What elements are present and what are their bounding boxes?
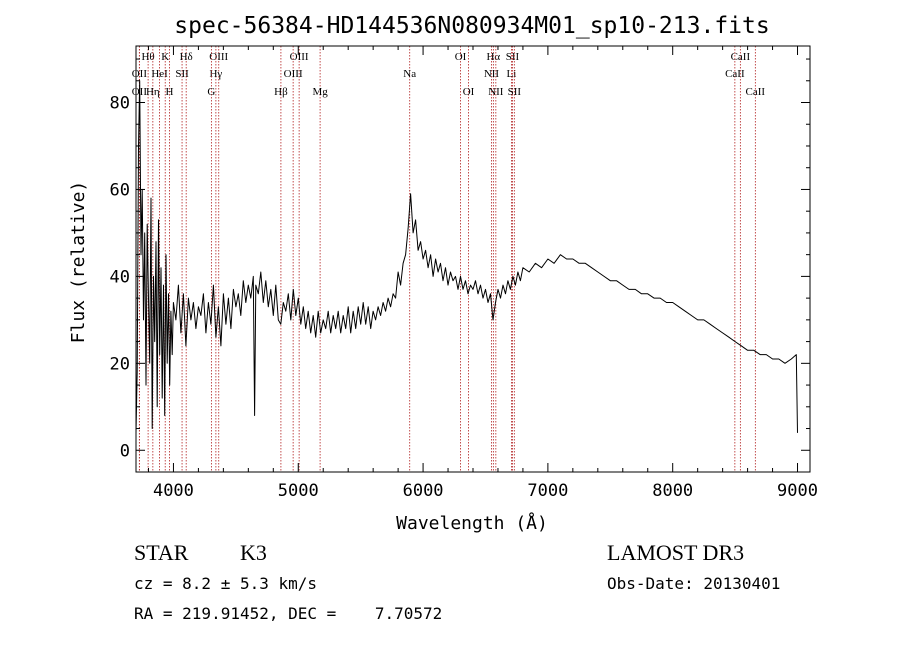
line-marker-label: G: [207, 86, 215, 98]
line-marker-label: Hη: [146, 86, 160, 98]
line-marker-label: OIII: [284, 68, 303, 80]
x-tick-label: 6000: [403, 481, 444, 501]
line-marker-label: CaII: [746, 86, 766, 98]
x-tick-label: 7000: [527, 481, 568, 501]
x-axis-label: Wavelength (Å): [396, 512, 548, 534]
chart-title: spec-56384-HD144536N080934M01_sp10-213.f…: [174, 13, 769, 39]
line-marker-label: Hβ: [274, 86, 288, 98]
line-marker-label: OIII: [290, 51, 309, 63]
axes: 4000 5000 6000 7000 8000 9000 0 20 40 60 80: [110, 46, 818, 501]
line-marker-label: Hθ: [141, 51, 154, 63]
coordinates-text: RA = 219.91452, DEC = 7.70572: [134, 604, 443, 623]
line-marker-label: K: [161, 51, 169, 63]
line-marker-label: OIII: [209, 51, 228, 63]
spectrum-line: [135, 80, 798, 433]
line-marker-label: NII: [488, 86, 504, 98]
spectrum-series: [135, 80, 798, 433]
line-marker-label: SII: [175, 68, 189, 80]
line-marker-label: H: [165, 86, 173, 98]
x-tick-label: 4000: [153, 481, 194, 501]
line-marker-label: Hδ: [180, 51, 193, 63]
line-marker-label: Hα: [486, 51, 500, 63]
y-tick-label: 20: [110, 354, 130, 374]
y-tick-label: 80: [110, 94, 130, 114]
line-marker-label: CaII: [725, 68, 745, 80]
x-tick-label: 9000: [777, 481, 818, 501]
line-marker-label: OI: [455, 51, 467, 63]
line-marker-label: SII: [506, 51, 520, 63]
line-marker-label: SII: [508, 86, 522, 98]
line-marker-label: NII: [484, 68, 500, 80]
obs-date-text: Obs-Date: 20130401: [607, 574, 781, 593]
y-tick-label: 0: [120, 441, 130, 461]
line-marker-label: Na: [403, 68, 416, 80]
redshift-text: cz = 8.2 ± 5.3 km/s: [134, 574, 318, 593]
y-tick-label: 40: [110, 267, 130, 287]
y-axis-label: Flux (relative): [68, 181, 89, 344]
x-tick-label: 8000: [652, 481, 693, 501]
line-marker-label: Li: [507, 68, 517, 80]
survey-label: LAMOST DR3: [607, 540, 745, 565]
line-marker-label: CaII: [731, 51, 751, 63]
line-marker-label: Mg: [312, 86, 328, 98]
line-marker-label: OI: [463, 86, 475, 98]
object-class: STAR: [134, 540, 189, 565]
x-tick-label: 5000: [278, 481, 319, 501]
line-marker-label: Hγ: [209, 68, 222, 80]
line-marker-label: HeI: [151, 68, 168, 80]
plot-frame: [135, 45, 811, 473]
object-subclass: K3: [240, 540, 267, 565]
y-tick-label: 60: [110, 180, 130, 200]
